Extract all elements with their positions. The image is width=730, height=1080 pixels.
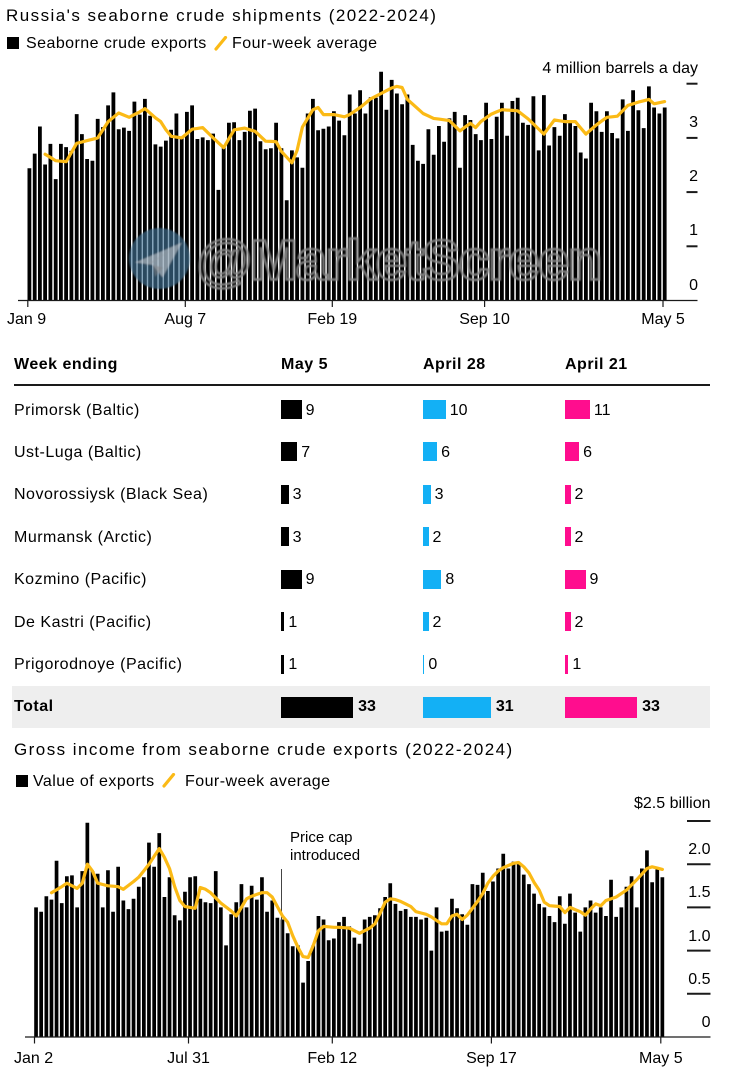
svg-text:@MarketScreen: @MarketScreen [197, 229, 603, 293]
